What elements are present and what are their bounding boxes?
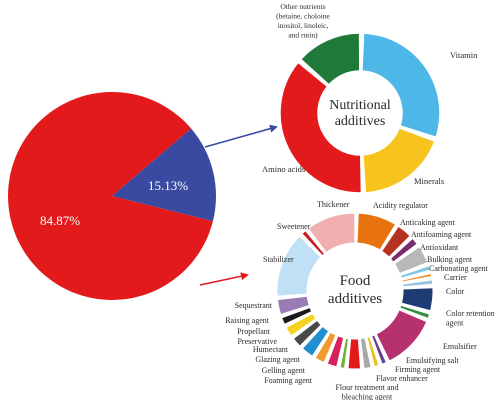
arrow-to-food [199,272,249,286]
nutri-label-amino-acids: Amino acids [262,164,305,174]
food-label-color-retention-agent: Color retention agent [446,309,495,328]
food-label-emulsifying-salt: Emulsifying salt [406,356,459,365]
main-slice-84-87 [8,91,213,301]
food-slice-propellant [285,312,317,337]
food-label-raising-agent: Raising agent [225,316,270,325]
food-label-firming-agent: Firming agent [395,365,441,374]
food-slice-flavor-enhancer [359,337,372,370]
food-label-flavor-enhancer: Flavor enhancer [376,374,428,383]
food-slice-antioxidant [393,246,429,275]
food-slice-raising-agent [281,306,313,326]
nutri-slice-vitamin [361,32,441,139]
food-slice-glazing-agent [314,331,337,364]
food-slice-stabilizer [276,235,322,297]
food-slice-carrier [401,279,434,288]
food-slice-sequestrant [276,295,310,316]
food-center-title: Food additives [328,273,382,307]
arrow-to-nutritional [204,124,278,148]
food-label-thickener: Thickener [317,200,350,209]
food-label-flour-treatment-and-bleaching-agent: Flour treatment and bleaching agent [335,383,398,400]
food-label-emulsifier: Emulsifier [443,342,477,351]
food-label-carbonating-agent: Carbonating agent [429,264,489,273]
food-label-gelling-agent: Gelling agent [262,366,306,375]
food-slice-flour-treatment-and-bleaching-agent [347,338,362,370]
food-label-carrier: Carrier [444,273,467,282]
food-label-sequestrant: Sequestrant [235,301,273,310]
food-slice-anticaking-agent [381,225,411,258]
food-label-sweetener: Sweetener [277,222,311,231]
food-label-antioxidant: Antioxidant [420,243,459,252]
food-label-humectant: Humectant [253,345,289,354]
food-slice-thickener [307,212,356,254]
food-slice-emulsifying-salt [371,334,387,365]
food-label-propellant: Propellant [237,327,271,336]
food-label-acidity-regulator: Acidity regulator [373,201,428,210]
food-slice-carbonating-agent [401,272,433,283]
nutri-label-other-nutrients: Other nutrients (betaine, choloine inosito… [276,2,330,40]
food-label-glazing-agent: Glazing agent [255,355,300,364]
food-label-anticaking-agent: Anticaking agent [400,218,456,227]
nutri-slice-amino-acids [279,61,363,194]
nutri-label-minerals: Minerals [414,176,444,186]
food-label-foaming-agent: Foaming agent [264,376,313,385]
main-slice-15-13 [112,128,216,222]
food-label-antifoaming-agent: Antifoaming agent [411,230,472,239]
main-pie: 84.87% 15.13% [8,91,216,301]
food-slice-emulsifier [375,309,428,362]
food-slice-foaming-agent [339,337,350,369]
food-slice-gelling-agent [326,335,345,368]
food-slice-antifoaming-agent [389,237,418,263]
food-donut: Food additives Acidity regulator Anticaking… [225,200,494,400]
nutri-slice-other-nutrients-betaine-choloine-inositol-linoleic-and-rutin [299,32,361,86]
food-slice-preservative [292,319,322,347]
food-label-preservative: Preservative [237,337,277,346]
nutri-slice-minerals [362,126,436,194]
nutritional-donut: Nutritional additives Vitamin Minerals Amino… [262,2,478,194]
food-slice-color-retention-agent [399,304,431,320]
nutri-label-vitamin: Vitamin [450,50,478,60]
main-label-15-13: 15.13% [148,178,188,193]
food-slice-firming-agent [366,336,380,368]
food-slice-acidity-regulator [356,212,397,251]
food-label-bulking-agent: Bulking agent [427,255,473,264]
food-slice-color [400,287,434,312]
main-label-84-87: 84.87% [40,213,80,228]
food-label-color: Color [446,287,465,296]
food-label-stabilizer: Stabilizer [263,255,294,264]
nutri-center-title: Nutritional additives [329,98,391,129]
food-slice-humectant [301,325,330,357]
food-slice-bulking-agent [399,265,431,279]
food-slice-sweetener [301,230,326,257]
